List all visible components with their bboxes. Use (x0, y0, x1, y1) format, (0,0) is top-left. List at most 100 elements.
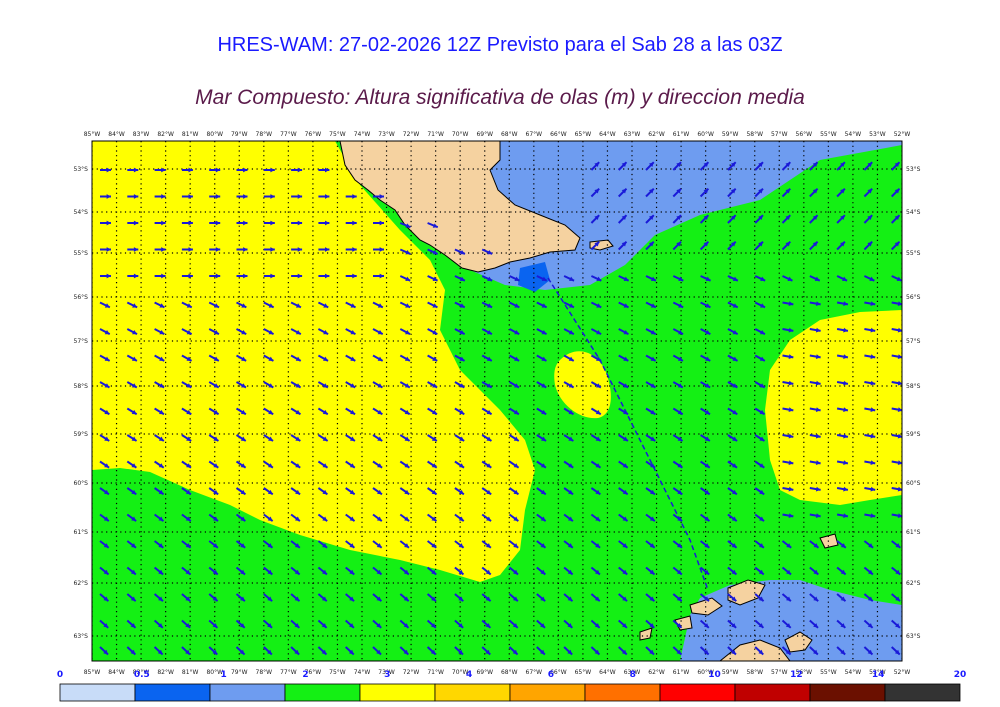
wave-arrow (290, 328, 302, 335)
wave-arrow (536, 487, 547, 496)
wave-arrow (754, 540, 765, 549)
wave-arrow (863, 275, 875, 282)
wave-arrow (836, 327, 849, 333)
wave-arrow (863, 593, 874, 602)
band-0.5-1-beagle (518, 262, 550, 292)
wave-arrow (645, 434, 656, 442)
wave-arrow (236, 328, 247, 335)
lon-label-bottom: 73°W (378, 669, 395, 676)
lon-label-top: 77°W (280, 131, 297, 138)
wave-arrow (863, 241, 873, 251)
wave-arrow (372, 593, 383, 602)
wave-arrow (372, 619, 382, 629)
wave-arrow (100, 247, 111, 252)
wave-arrow (754, 646, 764, 656)
wave-arrow (372, 354, 384, 362)
wave-arrow (345, 566, 355, 576)
wave-arrow (563, 354, 575, 362)
wave-arrow (181, 513, 192, 522)
wave-arrow (481, 540, 492, 549)
wave-arrow (754, 434, 765, 442)
colorbar-segment (584, 683, 661, 702)
wave-arrow (263, 167, 275, 173)
wave-arrow (863, 566, 874, 576)
lon-label-bottom: 58°W (746, 669, 763, 676)
lat-label-right: 54°S (906, 209, 921, 216)
longitude-labels-bottom: 85°W 84°W 83°W 82°W 81°W 80°W 79°W 78°W 77°W 76°W… (84, 669, 911, 676)
lat-label-right: 55°S (906, 250, 921, 257)
wave-arrow (263, 460, 274, 469)
wave-arrow (563, 301, 575, 309)
wave-arrow (590, 214, 600, 224)
lon-label-top: 78°W (256, 131, 273, 138)
wave-arrow (154, 247, 166, 252)
colorbar-tick-label: 12 (790, 670, 803, 680)
wave-arrow (127, 247, 139, 252)
wave-arrow (891, 460, 902, 466)
lon-label-bottom: 77°W (280, 669, 297, 676)
wave-arrow (836, 241, 846, 251)
lon-label-top: 71°W (427, 131, 444, 138)
wave-arrow (618, 434, 629, 442)
wave-arrow (100, 194, 111, 199)
wave-arrow (208, 434, 219, 442)
lon-label-bottom: 83°W (133, 669, 150, 676)
wave-arrow (399, 248, 411, 255)
wave-arrow (209, 194, 221, 199)
wave-arrow (181, 167, 193, 173)
lat-label-right: 53°S (906, 166, 921, 173)
wave-arrow (809, 188, 819, 198)
lon-label-top: 81°W (182, 131, 199, 138)
wave-arrow (99, 434, 110, 442)
wave-arrow (318, 220, 330, 226)
lon-label-bottom: 62°W (648, 669, 665, 676)
wave-arrow (426, 593, 437, 602)
wave-arrow (154, 434, 165, 442)
wave-arrow (809, 214, 819, 224)
wave-arrow (454, 593, 464, 602)
wave-arrow (481, 301, 493, 309)
wave-arrow (536, 407, 547, 416)
wave-arrow (809, 433, 821, 439)
wave-arrow (345, 487, 356, 496)
wave-arrow (290, 593, 301, 602)
wave-arrow (208, 540, 219, 549)
wave-arrow (891, 275, 902, 282)
wave-arrow (99, 381, 111, 389)
wave-arrow (754, 593, 765, 602)
wave-arrow (99, 540, 110, 549)
wave-arrow (727, 241, 737, 251)
wave-arrow (782, 460, 794, 466)
wave-arrow (536, 619, 546, 629)
wave-arrow (208, 619, 219, 629)
wave-arrow (181, 354, 193, 362)
lon-label-bottom: 52°W (894, 669, 911, 676)
wave-arrow (263, 273, 275, 279)
wave-arrow (781, 646, 792, 656)
lon-label-top: 69°W (476, 131, 493, 138)
wave-arrow (290, 460, 301, 469)
lon-label-bottom: 78°W (256, 669, 273, 676)
colorbar-tick-label: 20 (954, 670, 967, 680)
wave-arrow (727, 646, 737, 656)
wave-arrow (863, 619, 874, 629)
wave-arrow (126, 540, 137, 549)
wave-arrow (126, 381, 138, 389)
wave-arrow (427, 354, 438, 362)
wave-arrow (563, 566, 574, 576)
lon-label-bottom: 61°W (673, 669, 690, 676)
wave-arrow (181, 220, 193, 226)
wave-arrow (727, 301, 739, 309)
wave-arrow (700, 434, 711, 442)
wave-arrow (291, 167, 303, 173)
wave-arrow (263, 540, 274, 549)
wave-arrow (836, 646, 846, 656)
lat-label-right: 56°S (906, 294, 921, 301)
wave-arrow (672, 275, 684, 282)
wave-arrow (399, 407, 411, 416)
lon-label-top: 65°W (575, 131, 592, 138)
wave-arrow (672, 301, 684, 309)
colorbar-tick-label: 0.5 (134, 670, 150, 680)
land-tierra-del-fuego (339, 141, 581, 273)
wave-arrow (645, 540, 656, 549)
